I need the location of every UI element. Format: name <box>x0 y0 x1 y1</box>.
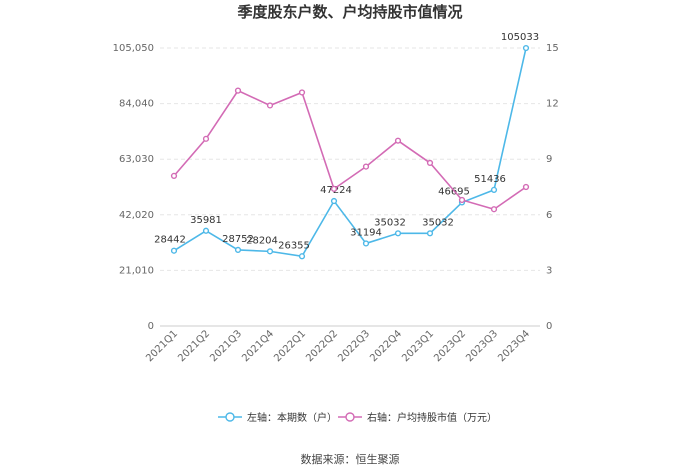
data-point <box>490 186 498 193</box>
data-point <box>394 137 402 144</box>
data-point <box>266 248 274 255</box>
data-label: 28752 <box>222 234 254 245</box>
chart-title: 季度股东户数、户均持股市值情况 <box>237 3 462 21</box>
data-point <box>362 163 370 170</box>
x-tick-label: 2021Q2 <box>176 328 212 364</box>
x-tick-label: 2023Q3 <box>464 328 500 364</box>
x-tick-label: 2022Q3 <box>336 328 372 364</box>
right-tick-label: 9 <box>546 154 552 165</box>
data-label: 35032 <box>422 217 454 228</box>
x-tick-label: 2021Q1 <box>144 328 180 364</box>
series-line-2 <box>173 89 527 211</box>
left-tick-label: 0 <box>148 321 154 332</box>
data-point <box>266 102 274 109</box>
x-tick-label: 2022Q4 <box>368 328 404 364</box>
data-point <box>202 227 210 234</box>
left-tick-label: 105,050 <box>113 43 154 54</box>
data-point <box>362 240 370 247</box>
data-point <box>330 185 338 192</box>
data-label: 28204 <box>246 235 278 246</box>
gridlines <box>160 47 540 327</box>
left-axis-ticks: 0 21,010 42,020 63,030 84,040 105,050 <box>113 43 154 332</box>
x-tick-label: 2021Q3 <box>208 328 244 364</box>
data-point <box>490 206 498 213</box>
legend-swatch-marker <box>345 412 355 422</box>
data-point <box>426 230 434 237</box>
right-tick-label: 6 <box>546 210 552 221</box>
data-point <box>234 246 242 254</box>
data-point <box>394 230 402 237</box>
data-point <box>426 159 434 167</box>
data-point <box>522 44 530 52</box>
data-point <box>522 183 530 191</box>
right-tick-label: 0 <box>546 321 552 332</box>
left-tick-label: 84,040 <box>119 99 154 110</box>
data-point <box>298 253 306 260</box>
legend-swatch-marker <box>225 412 235 422</box>
data-source: 数据来源：恒生聚源 <box>301 452 400 466</box>
data-label: 28442 <box>154 235 186 246</box>
data-point <box>298 89 306 96</box>
data-point <box>458 196 466 204</box>
x-tick-label: 2022Q1 <box>272 328 308 364</box>
data-label: 35981 <box>190 215 222 226</box>
left-tick-label: 21,010 <box>119 265 154 276</box>
x-axis-ticks: 2021Q12021Q22021Q32021Q42022Q12022Q22022… <box>144 328 532 364</box>
legend[interactable]: 左轴：本期数（户） 右轴：户均持股市值（万元） <box>218 411 497 424</box>
right-tick-label: 3 <box>546 265 552 276</box>
x-tick-label: 2023Q2 <box>432 328 468 364</box>
x-tick-label: 2023Q4 <box>496 328 532 364</box>
data-point <box>170 247 178 254</box>
left-tick-label: 63,030 <box>119 154 154 165</box>
data-point <box>234 87 242 94</box>
left-tick-label: 42,020 <box>119 210 154 221</box>
right-tick-label: 15 <box>546 43 559 54</box>
x-tick-label: 2023Q1 <box>400 328 436 364</box>
data-label: 31194 <box>350 227 382 238</box>
right-tick-label: 12 <box>546 99 559 110</box>
right-axis-ticks: 0 3 6 9 12 15 <box>546 43 559 332</box>
legend-item-label: 右轴：户均持股市值（万元） <box>367 411 497 424</box>
data-point <box>170 172 178 179</box>
data-point <box>202 135 210 142</box>
x-tick-label: 2021Q4 <box>240 328 276 364</box>
data-label: 26355 <box>278 240 310 251</box>
data-label: 51436 <box>474 174 506 185</box>
series-line-1 <box>173 47 527 258</box>
data-label: 105033 <box>501 32 539 43</box>
legend-item-label: 左轴：本期数（户） <box>247 411 337 424</box>
data-label: 35032 <box>374 217 406 228</box>
x-tick-label: 2022Q2 <box>304 328 340 364</box>
series-group: 2844235981287522820426355472243119435032… <box>154 32 539 260</box>
data-point <box>330 197 338 205</box>
